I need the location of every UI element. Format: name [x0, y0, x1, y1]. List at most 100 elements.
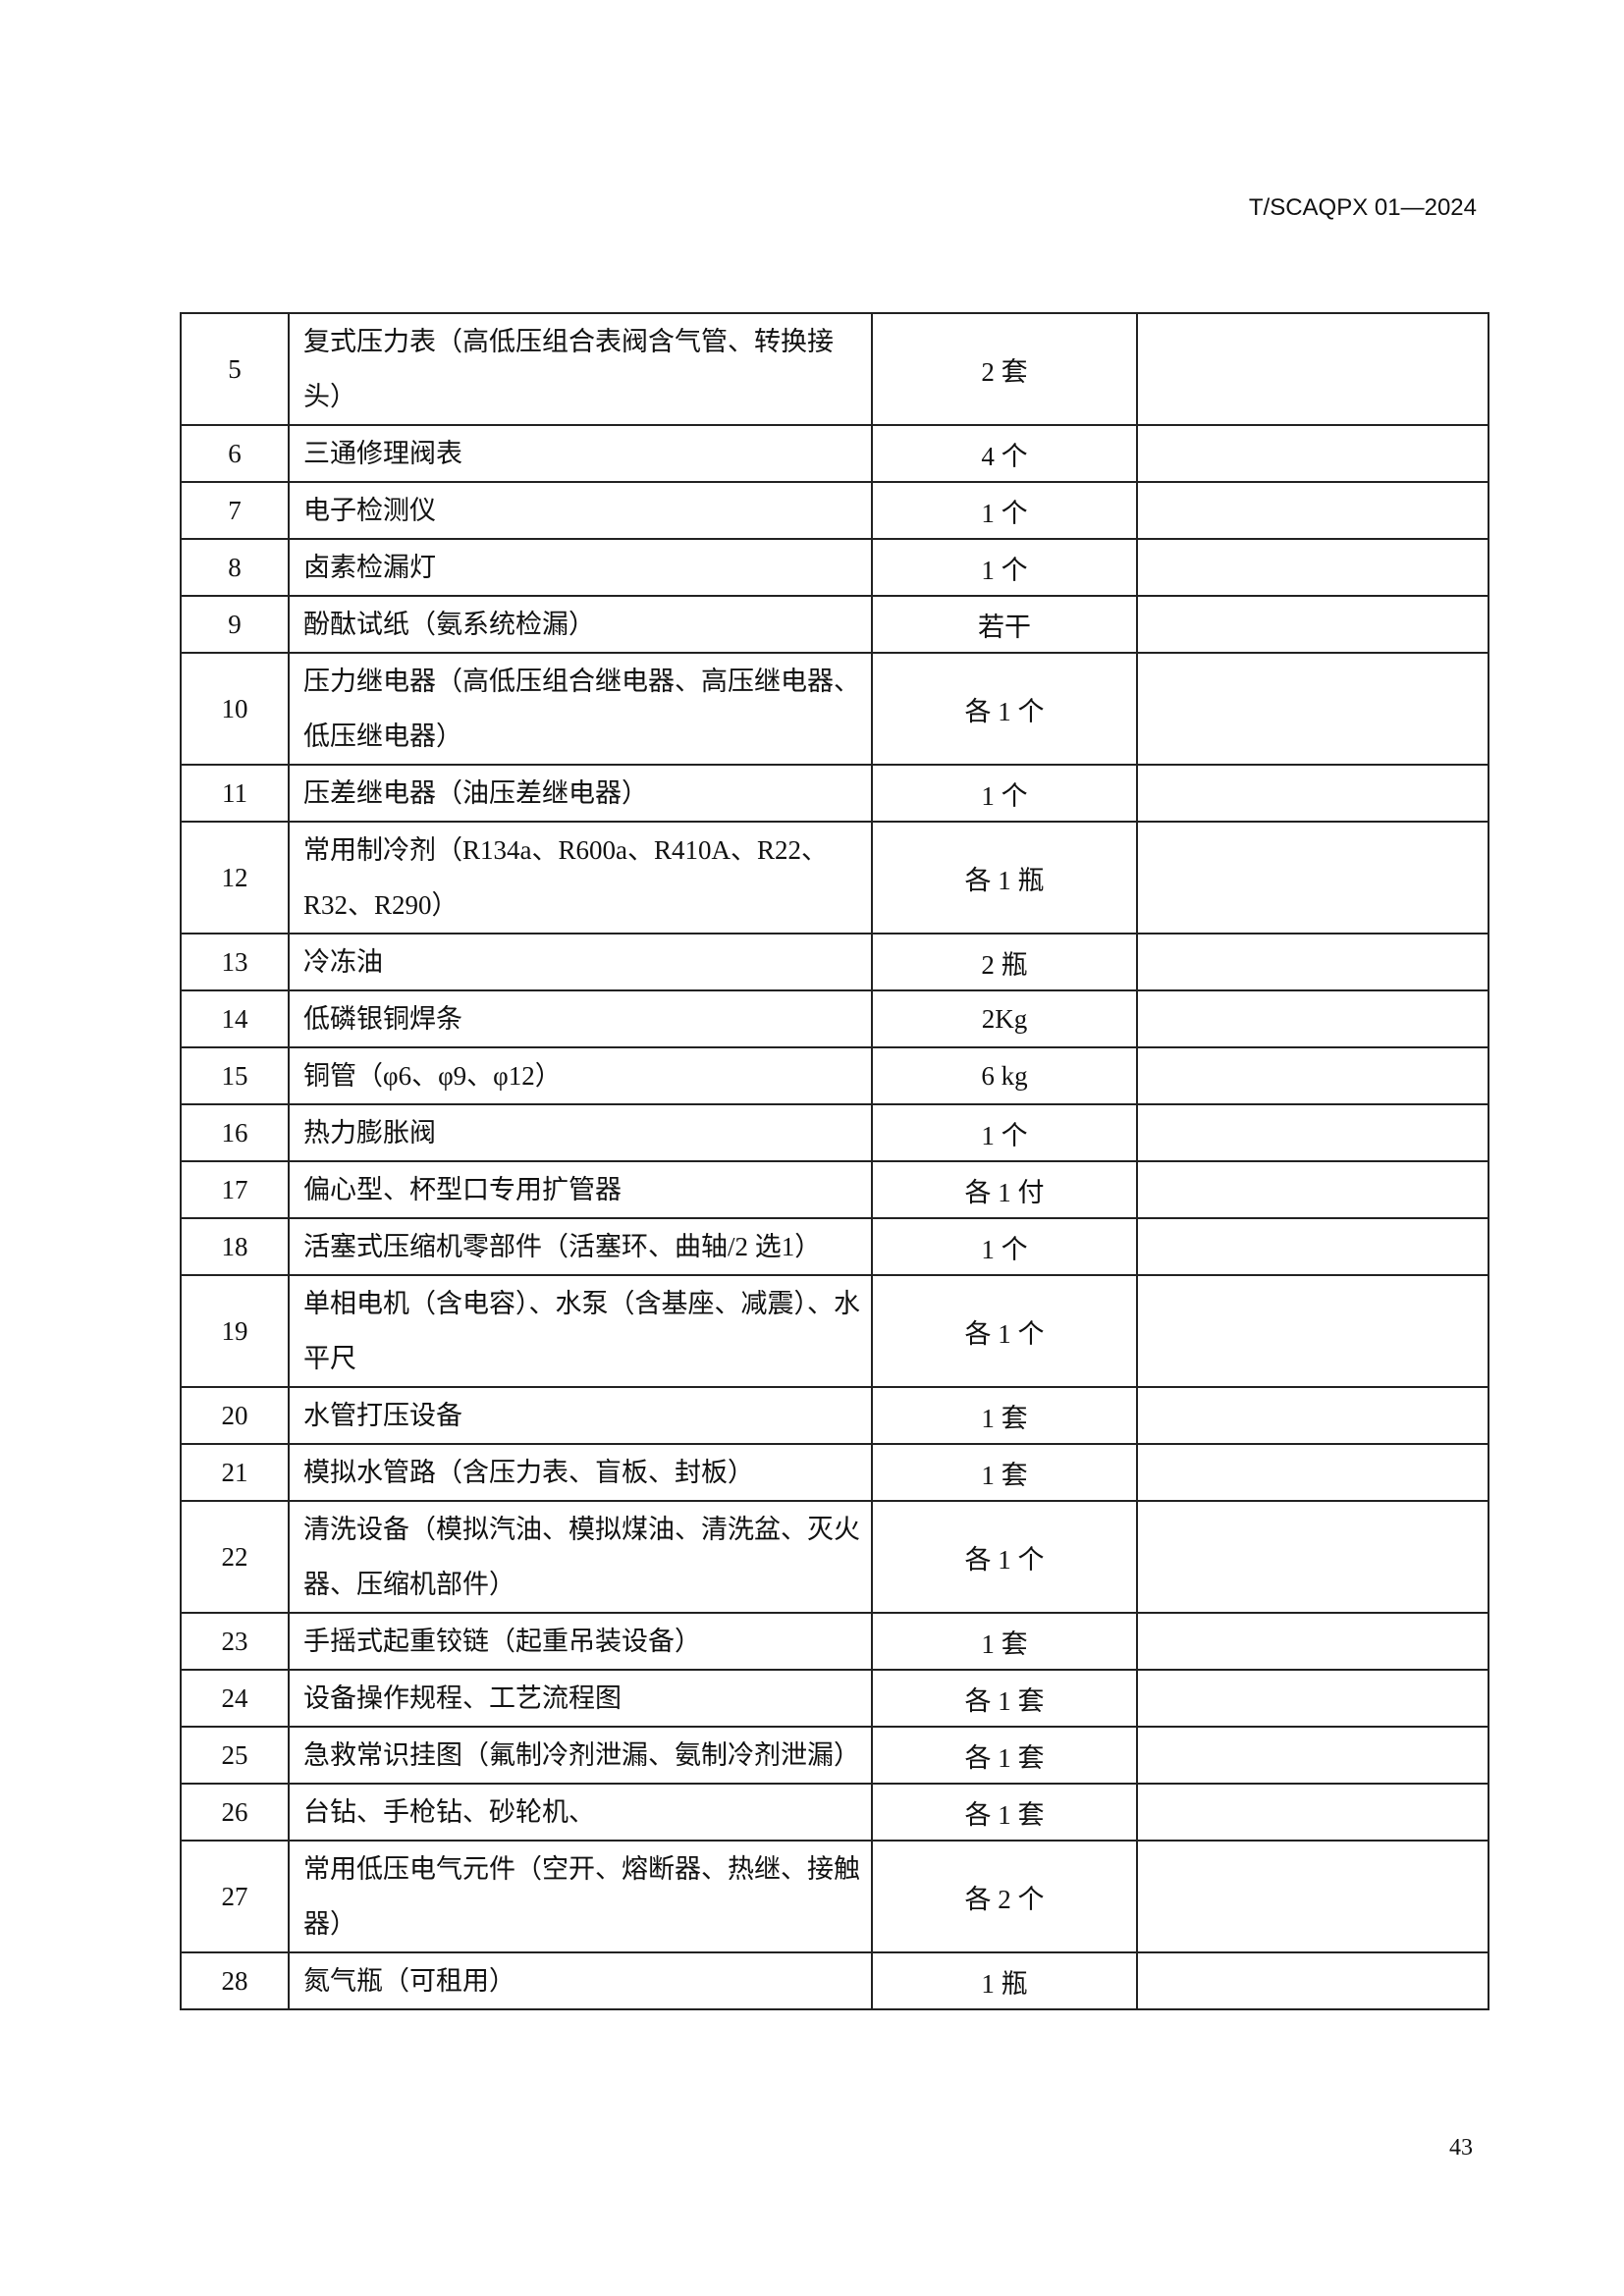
- item-quantity: 各 1 瓶: [871, 821, 1138, 934]
- row-number: 13: [180, 933, 290, 991]
- document-code-header: T/SCAQPX 01—2024: [1248, 194, 1477, 221]
- table-row: 20 水管打压设备 1 套: [180, 1386, 1489, 1445]
- item-quantity: 1 套: [871, 1443, 1138, 1502]
- item-name: 三通修理阀表: [288, 424, 873, 483]
- item-name: 酚酞试纸（氨系统检漏）: [288, 595, 873, 654]
- item-remark: [1136, 1840, 1489, 1953]
- row-number: 9: [180, 595, 290, 654]
- item-remark: [1136, 764, 1489, 823]
- table-row: 7 电子检测仪 1 个: [180, 481, 1489, 540]
- row-number: 19: [180, 1274, 290, 1388]
- row-number: 10: [180, 652, 290, 766]
- row-number: 12: [180, 821, 290, 934]
- item-quantity: 各 1 个: [871, 1500, 1138, 1614]
- table-row: 24 设备操作规程、工艺流程图各 1 套: [180, 1669, 1489, 1728]
- item-remark: [1136, 1443, 1489, 1502]
- row-number: 27: [180, 1840, 290, 1953]
- row-number: 17: [180, 1160, 290, 1219]
- table-row: 26 台钻、手枪钻、砂轮机、各 1 套: [180, 1783, 1489, 1842]
- item-remark: [1136, 1274, 1489, 1388]
- row-number: 16: [180, 1103, 290, 1162]
- row-number: 23: [180, 1612, 290, 1671]
- item-quantity: 1 套: [871, 1386, 1138, 1445]
- row-number: 11: [180, 764, 290, 823]
- table-row: 5 复式压力表（高低压组合表阀含气管、转换接头） 2 套: [180, 312, 1489, 426]
- page-number: 43: [1449, 2135, 1473, 2161]
- item-name: 冷冻油: [288, 933, 873, 991]
- table-row: 23 手摇式起重铰链（起重吊装设备） 1 套: [180, 1612, 1489, 1671]
- row-number: 5: [180, 312, 290, 426]
- item-quantity: 2 套: [871, 312, 1138, 426]
- item-name: 复式压力表（高低压组合表阀含气管、转换接头）: [288, 312, 873, 426]
- item-remark: [1136, 1160, 1489, 1219]
- item-remark: [1136, 1669, 1489, 1728]
- row-number: 6: [180, 424, 290, 483]
- table-row: 15 铜管（φ6、φ9、φ12） 6 kg: [180, 1046, 1489, 1105]
- item-name: 热力膨胀阀: [288, 1103, 873, 1162]
- item-remark: [1136, 1046, 1489, 1105]
- row-number: 18: [180, 1217, 290, 1276]
- item-quantity: 各 2 个: [871, 1840, 1138, 1953]
- item-name: 卤素检漏灯: [288, 538, 873, 597]
- item-remark: [1136, 989, 1489, 1048]
- table-row: 21 模拟水管路（含压力表、盲板、封板） 1 套: [180, 1443, 1489, 1502]
- item-quantity: 2Kg: [871, 989, 1138, 1048]
- row-number: 22: [180, 1500, 290, 1614]
- item-quantity: 1 个: [871, 481, 1138, 540]
- table-row: 8 卤素检漏灯 1 个: [180, 538, 1489, 597]
- item-name: 台钻、手枪钻、砂轮机、: [288, 1783, 873, 1842]
- item-name: 活塞式压缩机零部件（活塞环、曲轴/2 选1）: [288, 1217, 873, 1276]
- table-row: 27 常用低压电气元件（空开、熔断器、热继、接触器）各 2 个: [180, 1840, 1489, 1953]
- item-remark: [1136, 1612, 1489, 1671]
- item-name: 手摇式起重铰链（起重吊装设备）: [288, 1612, 873, 1671]
- row-number: 21: [180, 1443, 290, 1502]
- row-number: 8: [180, 538, 290, 597]
- item-name: 铜管（φ6、φ9、φ12）: [288, 1046, 873, 1105]
- table-row: 10 压力继电器（高低压组合继电器、高压继电器、低压继电器）各 1 个: [180, 652, 1489, 766]
- table-row: 28 氮气瓶（可租用） 1 瓶: [180, 1951, 1489, 2010]
- row-number: 20: [180, 1386, 290, 1445]
- item-remark: [1136, 1500, 1489, 1614]
- item-remark: [1136, 1103, 1489, 1162]
- item-remark: [1136, 595, 1489, 654]
- table-row: 11 压差继电器（油压差继电器） 1 个: [180, 764, 1489, 823]
- table-row: 25 急救常识挂图（氟制冷剂泄漏、氨制冷剂泄漏）各 1 套: [180, 1726, 1489, 1785]
- equipment-table: 5 复式压力表（高低压组合表阀含气管、转换接头） 2 套 6 三通修理阀表 4 个 7 电子检…: [180, 312, 1489, 2010]
- item-remark: [1136, 821, 1489, 934]
- table-row: 6 三通修理阀表 4 个: [180, 424, 1489, 483]
- item-quantity: 1 个: [871, 1217, 1138, 1276]
- item-remark: [1136, 1726, 1489, 1785]
- item-remark: [1136, 1217, 1489, 1276]
- item-name: 偏心型、杯型口专用扩管器: [288, 1160, 873, 1219]
- item-quantity: 各 1 个: [871, 1274, 1138, 1388]
- item-remark: [1136, 652, 1489, 766]
- item-remark: [1136, 1386, 1489, 1445]
- item-quantity: 各 1 套: [871, 1783, 1138, 1842]
- item-quantity: 若干: [871, 595, 1138, 654]
- row-number: 25: [180, 1726, 290, 1785]
- row-number: 7: [180, 481, 290, 540]
- item-name: 设备操作规程、工艺流程图: [288, 1669, 873, 1728]
- item-remark: [1136, 424, 1489, 483]
- row-number: 15: [180, 1046, 290, 1105]
- item-quantity: 1 个: [871, 764, 1138, 823]
- row-number: 24: [180, 1669, 290, 1728]
- item-name: 常用低压电气元件（空开、熔断器、热继、接触器）: [288, 1840, 873, 1953]
- item-quantity: 2 瓶: [871, 933, 1138, 991]
- item-name: 清洗设备（模拟汽油、模拟煤油、清洗盆、灭火器、压缩机部件）: [288, 1500, 873, 1614]
- item-name: 压差继电器（油压差继电器）: [288, 764, 873, 823]
- table-row: 14 低磷银铜焊条 2Kg: [180, 989, 1489, 1048]
- item-name: 压力继电器（高低压组合继电器、高压继电器、低压继电器）: [288, 652, 873, 766]
- row-number: 28: [180, 1951, 290, 2010]
- row-number: 14: [180, 989, 290, 1048]
- item-name: 电子检测仪: [288, 481, 873, 540]
- item-quantity: 各 1 套: [871, 1726, 1138, 1785]
- equipment-table-body: 5 复式压力表（高低压组合表阀含气管、转换接头） 2 套 6 三通修理阀表 4 个 7 电子检…: [180, 312, 1489, 2010]
- table-row: 17 偏心型、杯型口专用扩管器各 1 付: [180, 1160, 1489, 1219]
- item-name: 急救常识挂图（氟制冷剂泄漏、氨制冷剂泄漏）: [288, 1726, 873, 1785]
- table-row: 9 酚酞试纸（氨系统检漏） 若干: [180, 595, 1489, 654]
- item-name: 模拟水管路（含压力表、盲板、封板）: [288, 1443, 873, 1502]
- item-remark: [1136, 481, 1489, 540]
- item-quantity: 各 1 个: [871, 652, 1138, 766]
- row-number: 26: [180, 1783, 290, 1842]
